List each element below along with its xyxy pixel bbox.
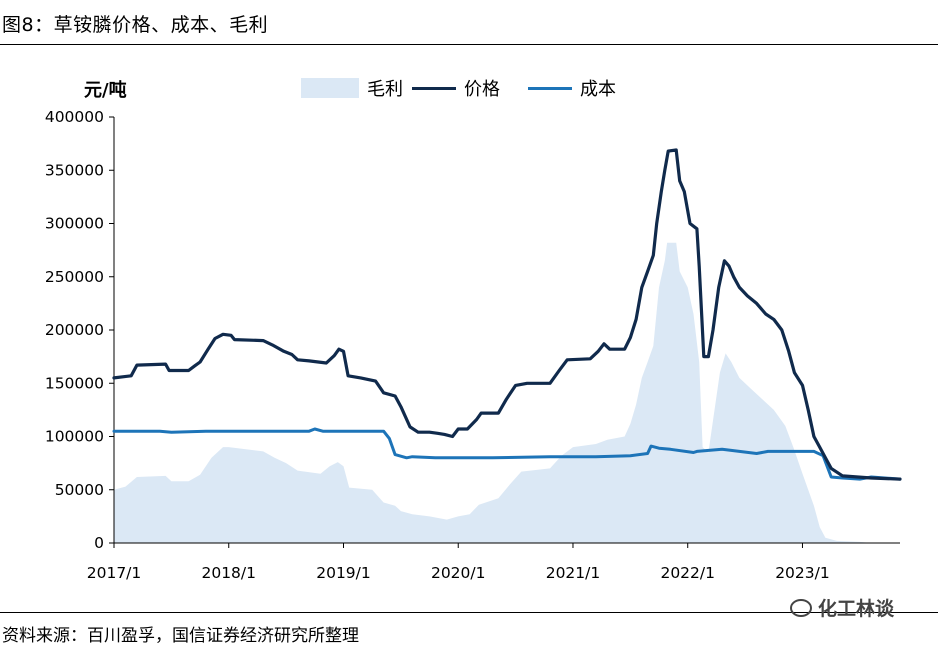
wechat-icon — [790, 598, 812, 617]
legend-price-label: 价格 — [464, 79, 500, 100]
x-tick-label: 2022/1 — [660, 564, 715, 582]
x-tick-label: 2019/1 — [316, 564, 371, 582]
x-tick-label: 2023/1 — [775, 564, 830, 582]
watermark: 化工林谈 — [790, 594, 894, 621]
legend-price: 价格 — [412, 76, 500, 100]
profit-area — [114, 242, 872, 543]
source-divider — [0, 612, 938, 613]
cost-line — [112, 427, 902, 481]
x-tick-label: 2021/1 — [546, 564, 601, 582]
legend-profit-swatch — [301, 78, 359, 98]
x-tick-label: 2017/1 — [87, 564, 142, 582]
y-tick-label: 250000 — [45, 268, 104, 286]
y-tick-label: 0 — [94, 534, 104, 552]
price-line — [112, 148, 902, 481]
x-tick-label: 2018/1 — [201, 564, 256, 582]
legend-profit: 毛利 — [301, 76, 403, 100]
legend-cost-swatch — [528, 86, 572, 90]
source-note: 资料来源：百川盈孚，国信证券经济研究所整理 — [2, 626, 359, 646]
y-tick-label: 200000 — [45, 321, 104, 339]
legend-price-swatch — [412, 86, 456, 90]
y-tick-label: 100000 — [45, 428, 104, 446]
y-tick-label: 350000 — [45, 161, 104, 179]
y-tick-label: 300000 — [45, 215, 104, 233]
legend-profit-label: 毛利 — [367, 79, 403, 100]
title-divider — [0, 44, 938, 45]
y-tick-label: 400000 — [45, 108, 104, 126]
x-tick-label: 2020/1 — [431, 564, 486, 582]
y-tick-label: 150000 — [45, 374, 104, 392]
watermark-text: 化工林谈 — [818, 598, 895, 620]
y-unit-label: 元/吨 — [84, 80, 127, 101]
legend-cost: 成本 — [528, 76, 616, 100]
y-tick-label: 50000 — [55, 481, 104, 499]
legend-cost-label: 成本 — [580, 79, 616, 100]
chart-title: 图8：草铵膦价格、成本、毛利 — [2, 14, 269, 36]
